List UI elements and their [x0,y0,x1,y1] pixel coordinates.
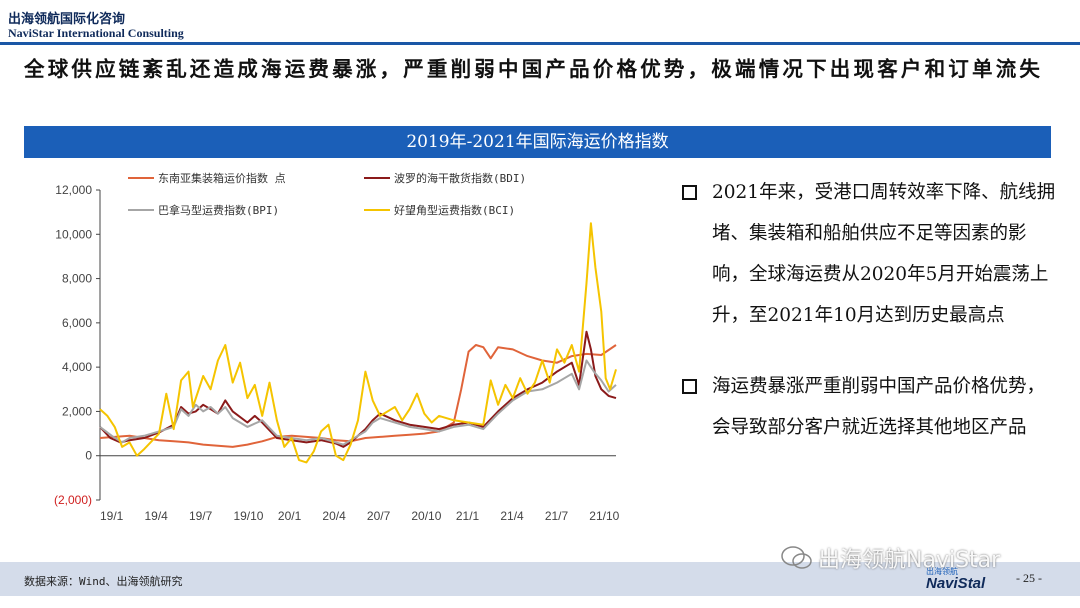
navistar-logo: 出海领航 NaviStal [926,566,985,591]
bullet-item-1: 2021年来，受港口周转效率下降、航线拥堵、集装箱和船舶供应不足等因素的影响，全… [680,172,1060,336]
y-tick-label: 6,000 [62,316,92,330]
checkbox-square-icon [682,379,697,394]
wechat-icon [781,546,812,569]
y-tick-label: 0 [85,449,92,463]
y-tick-label: 4,000 [62,360,92,374]
logo-small-text: 出海领航 [926,567,958,576]
y-tick-label: 10,000 [55,227,92,241]
bullet-list: 2021年来，受港口周转效率下降、航线拥堵、集装箱和船舶供应不足等因素的影响，全… [680,172,1060,448]
legend-label: 好望角型运费指数(BCI) [394,203,515,217]
bullet-text-1: 2021年来，受港口周转效率下降、航线拥堵、集装箱和船舶供应不足等因素的影响，全… [712,182,1056,326]
y-tick-label: (2,000) [54,493,92,507]
x-tick-label: 19/1 [100,509,124,523]
y-tick-label: 12,000 [55,183,92,197]
chart-title-banner: 2019年-2021年国际海运价格指数 [24,126,1051,158]
brand-name-cn: 出海领航国际化咨询 [8,12,126,27]
x-tick-label: 20/10 [411,509,441,523]
x-tick-label: 21/10 [589,509,619,523]
x-tick-label: 21/7 [545,509,569,523]
x-tick-label: 20/4 [322,509,346,523]
logo-main-text: NaviStal [926,575,986,592]
x-tick-label: 20/7 [367,509,391,523]
series-line-2 [99,330,617,448]
legend-label: 巴拿马型运费指数(BPI) [158,203,279,217]
x-tick-label: 21/4 [500,509,524,523]
data-source: 数据来源：Wind、出海领航研究 [24,575,183,588]
legend-label: 波罗的海干散货指数(BDI) [394,171,526,185]
page-number: - 25 - [1016,571,1042,585]
chart-svg: (2,000) 0 2,000 4,000 6,000 8,000 10,000 12,000… [54,171,620,523]
series-line-1 [99,344,617,448]
x-tick-label: 19/4 [144,509,168,523]
header-divider [0,42,1080,45]
wechat-watermark: 出海领航NaviStar [818,548,1001,573]
legend-label: 东南亚集装箱运价指数 点 [158,171,286,185]
y-tick-label: 2,000 [62,404,92,418]
brand-name-en: NaviStar International Consulting [8,26,184,40]
x-tick-label: 19/10 [233,509,263,523]
shipping-index-chart: (2,000) 0 2,000 4,000 6,000 8,000 10,000 12,000… [28,164,628,526]
y-tick-label: 8,000 [62,272,92,286]
bullet-text-2: 海运费暴涨严重削弱中国产品价格优势，会导致部分客户就近选择其他地区产品 [712,376,1046,438]
bullet-item-2: 海运费暴涨严重削弱中国产品价格优势，会导致部分客户就近选择其他地区产品 [680,366,1060,448]
checkbox-square-icon [682,185,697,200]
x-tick-label: 21/1 [456,509,480,523]
series-line-4 [99,222,617,464]
footer-bar [0,562,1080,596]
x-tick-label: 20/1 [278,509,302,523]
series-line-3 [99,359,617,446]
slide-headline: 全球供应链紊乱还造成海运费暴涨，严重削弱中国产品价格优势，极端情况下出现客户和订… [24,57,1044,81]
x-tick-label: 19/7 [189,509,213,523]
